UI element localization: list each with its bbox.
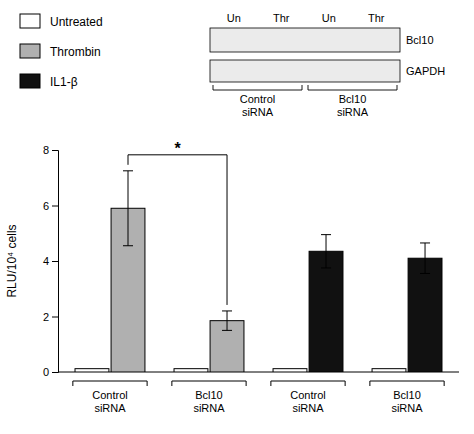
y-axis-domain — [52, 151, 59, 373]
y-tick-mark — [52, 150, 58, 151]
category-labels: ControlsiRNABcl10siRNAControlsiRNABcl10s… — [73, 140, 444, 414]
x-tick-label: Bcl10siRNA — [391, 389, 423, 414]
y-tick-label: 2 — [43, 311, 49, 323]
y-tick-label: 6 — [43, 200, 49, 212]
blot-bracket — [308, 85, 397, 90]
plot: 0 2 4 6 8 — [43, 144, 459, 378]
blot-lane-label: Un — [227, 12, 241, 24]
error-bar-cap — [321, 234, 331, 235]
bar — [408, 258, 442, 372]
legend-swatch — [20, 44, 40, 58]
legend: Untreated Thrombin IL1-β — [20, 14, 103, 89]
error-bar-line — [128, 171, 129, 246]
y-axis-title: RLU/10⁴ cells — [5, 224, 19, 297]
blot-bracket — [213, 85, 302, 90]
blot-row-label: Bcl10 — [406, 34, 434, 46]
legend-item: Untreated — [20, 14, 103, 29]
error-bar-cap — [222, 310, 232, 311]
blot-group-label-line: siRNA — [337, 106, 369, 118]
blot-group-label-line: Control — [240, 93, 275, 105]
error-bar-cap — [123, 170, 133, 171]
group-bracket — [73, 381, 147, 386]
x-tick-label: Bcl10siRNA — [193, 389, 225, 414]
legend-swatch — [20, 74, 40, 88]
y-tick-mark — [52, 372, 58, 373]
bar — [75, 369, 109, 372]
legend-item: IL1-β — [20, 74, 78, 89]
blot-row-label: GAPDH — [406, 65, 445, 77]
blot-group-label-line: Bcl10 — [339, 93, 367, 105]
x-tick-label-line: siRNA — [292, 402, 324, 414]
error-bar-cap — [222, 330, 232, 331]
group-bracket — [172, 381, 246, 386]
bar — [174, 369, 208, 372]
legend-label: Untreated — [50, 15, 103, 29]
error-bar — [321, 235, 331, 268]
error-bar-line — [425, 243, 426, 274]
chart-svg: 02468RLU/10⁴ cellsControlsiRNABcl10siRNA… — [0, 0, 474, 434]
bars — [75, 171, 442, 372]
bar — [372, 369, 406, 372]
blot-group-label: Bcl10siRNA — [337, 93, 369, 118]
blot-group-label-line: siRNA — [242, 106, 274, 118]
legend-item: Thrombin — [20, 44, 101, 59]
error-bar — [222, 311, 232, 330]
x-tick-label-line: Bcl10 — [393, 389, 421, 401]
error-bar-cap — [420, 273, 430, 274]
error-bar-line — [326, 235, 327, 268]
group-bracket — [370, 381, 444, 386]
blot-inset: Bcl10GAPDHUnThrUnThrControlsiRNABcl10siR… — [210, 12, 445, 118]
error-bar-cap — [123, 245, 133, 246]
x-tick-label-line: Control — [290, 389, 325, 401]
significance-star: * — [174, 140, 181, 157]
y-tick-mark — [52, 206, 58, 207]
x-tick-label-line: siRNA — [193, 402, 225, 414]
y-tick: 0 — [43, 366, 58, 378]
blot-row — [210, 60, 400, 82]
x-tick-label: ControlsiRNA — [92, 389, 127, 414]
blot-group-label: ControlsiRNA — [240, 93, 275, 118]
blot-lane-label: Un — [322, 12, 336, 24]
y-tick-label: 8 — [43, 144, 49, 156]
legend-label: Thrombin — [50, 45, 101, 59]
legend-swatch — [20, 14, 40, 28]
x-tick-label-line: Control — [92, 389, 127, 401]
blot-lane-label: Thr — [368, 12, 385, 24]
error-bar — [123, 171, 133, 246]
legend-label: IL1-β — [50, 75, 78, 89]
bar — [273, 369, 307, 372]
x-tick-label-line: siRNA — [94, 402, 126, 414]
blot-row — [210, 28, 400, 52]
y-axis: 0 2 4 6 8 — [43, 144, 59, 378]
error-bar-cap — [321, 267, 331, 268]
blot-lane-label: Thr — [273, 12, 290, 24]
x-tick-label: ControlsiRNA — [290, 389, 325, 414]
significance-bracket — [128, 155, 227, 305]
x-tick-label-line: Bcl10 — [195, 389, 223, 401]
error-bar-cap — [420, 242, 430, 243]
y-tick-label: 4 — [43, 255, 49, 267]
y-tick-label: 0 — [43, 366, 49, 378]
y-tick: 2 — [43, 311, 58, 323]
error-bar — [420, 243, 430, 274]
y-tick: 8 — [43, 144, 58, 156]
y-tick: 6 — [43, 200, 58, 212]
y-tick-mark — [52, 317, 58, 318]
error-bar-line — [227, 311, 228, 330]
bar — [309, 251, 343, 372]
y-tick: 4 — [43, 255, 58, 267]
x-tick-label-line: siRNA — [391, 402, 423, 414]
y-tick-mark — [52, 261, 58, 262]
group-bracket — [271, 381, 345, 386]
